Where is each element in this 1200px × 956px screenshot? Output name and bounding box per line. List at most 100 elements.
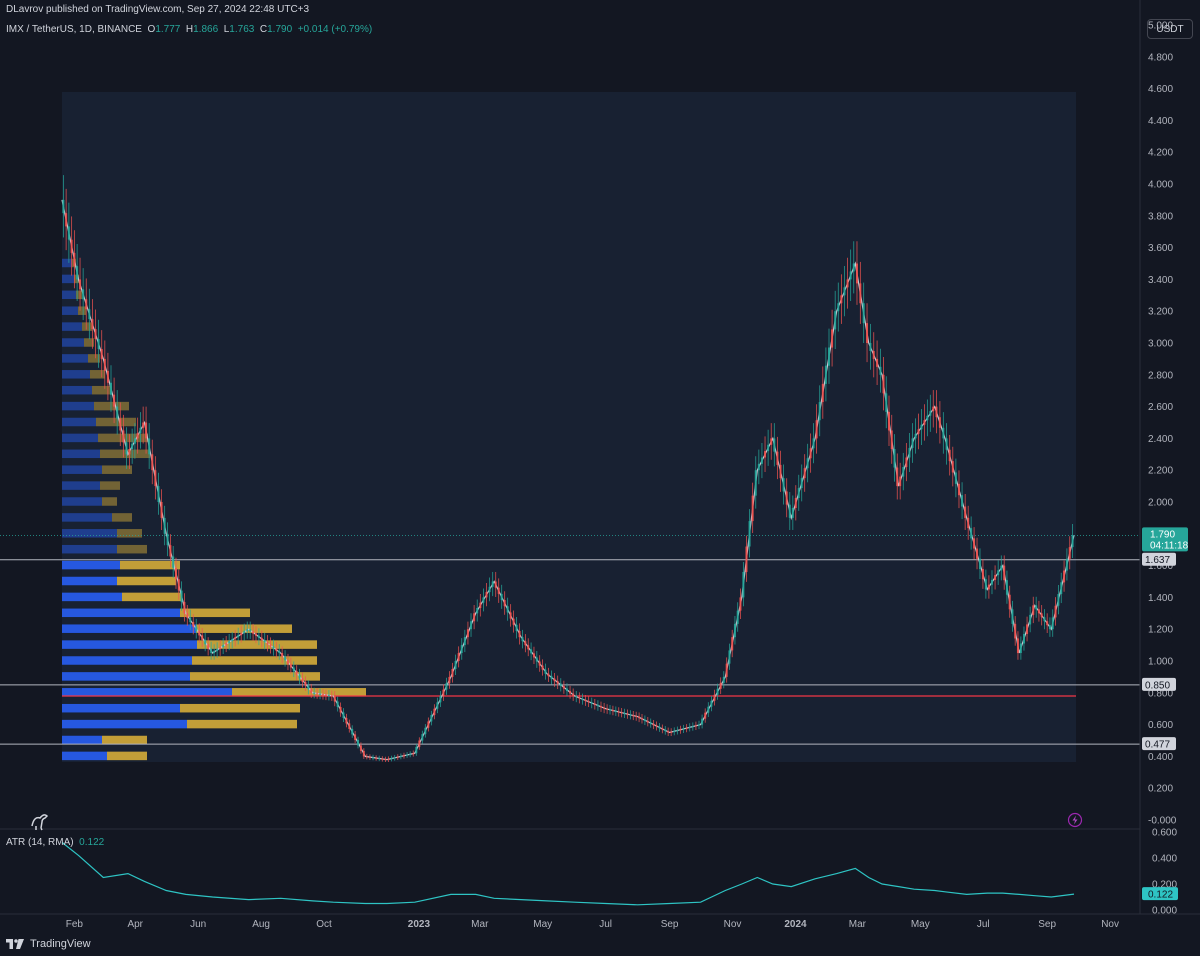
atr-value-tag: 0.122	[1142, 887, 1178, 901]
candle-body	[430, 715, 433, 722]
candle-body	[914, 433, 917, 439]
candle-body	[301, 678, 304, 682]
time-tick-label: Mar	[471, 919, 489, 930]
vp-bar-blue	[62, 449, 100, 459]
candle-body	[770, 438, 773, 445]
candle-body	[948, 449, 951, 462]
currency-selector[interactable]: USDT	[1147, 19, 1193, 39]
price-tick-label: 3.400	[1148, 275, 1173, 286]
candle-body	[189, 617, 192, 623]
candle-body	[942, 427, 945, 439]
candle-body	[620, 712, 623, 714]
candle-body	[581, 698, 584, 700]
price-tick-label: 2.800	[1148, 370, 1173, 381]
candle-body	[890, 430, 893, 449]
candle-body	[776, 451, 779, 465]
candle-body	[809, 448, 812, 459]
candle-body	[640, 718, 643, 720]
countdown-label: 04:11:18	[1150, 540, 1189, 551]
atr-tick-label: 0.600	[1152, 828, 1177, 839]
candle-body	[1040, 613, 1043, 618]
candle-body	[257, 635, 260, 638]
candle-body	[278, 650, 281, 654]
symbol-legend: IMX / TetherUS, 1D, BINANCE O1.777 H1.86…	[6, 24, 372, 35]
candle-body	[368, 756, 371, 758]
candle-body	[351, 728, 354, 735]
candle-body	[406, 754, 409, 756]
candle-body	[509, 612, 512, 619]
candle-body	[757, 463, 760, 471]
low-label: L	[223, 24, 230, 35]
candle-body	[342, 712, 345, 718]
candle-body	[1029, 614, 1032, 625]
vp-bar-blue	[62, 338, 84, 347]
candle-body	[840, 295, 843, 304]
candle-body	[372, 757, 375, 759]
candle-body	[427, 721, 430, 728]
candle-body	[926, 415, 929, 421]
level-tag-bg	[1142, 737, 1176, 751]
vp-bar-blue	[62, 592, 122, 602]
candle-body	[375, 757, 378, 759]
candle-body	[935, 406, 938, 418]
candle-body	[316, 693, 319, 695]
candle-body	[987, 584, 990, 590]
candle-body	[324, 694, 327, 696]
candle-body	[629, 714, 632, 716]
candle-body	[482, 597, 485, 603]
candle-body	[609, 709, 612, 711]
candle-body	[704, 712, 707, 719]
candle-body	[719, 682, 722, 689]
candle-body	[1019, 643, 1022, 654]
candle-body	[964, 506, 967, 518]
price-tick-label: 3.200	[1148, 307, 1173, 318]
level-tag-bg	[1142, 552, 1176, 566]
candle-body	[479, 602, 482, 608]
candle-body	[384, 759, 387, 761]
vp-bar-gold	[112, 513, 132, 522]
price-tick-label: 0.600	[1148, 720, 1173, 731]
vp-bar-blue	[62, 354, 88, 363]
change-value: +0.014 (+0.79%)	[297, 24, 373, 35]
vp-bar-blue	[62, 258, 72, 268]
candle-body	[113, 394, 116, 407]
candle-body	[976, 548, 979, 559]
candle-body	[785, 491, 788, 505]
candle-body	[981, 569, 984, 580]
footer-brand[interactable]: TradingView	[6, 938, 91, 950]
candle-body	[157, 486, 160, 502]
candle-body	[473, 613, 476, 622]
candle-body	[782, 478, 785, 492]
candle-body	[1051, 617, 1054, 630]
candle-body	[319, 693, 322, 695]
candle-body	[1035, 605, 1038, 610]
candle-body	[742, 571, 745, 598]
vp-bar-gold	[190, 672, 320, 681]
candle-body	[213, 651, 216, 654]
candle-body	[448, 676, 451, 684]
atr-tick-label: 0.000	[1152, 906, 1177, 917]
candle-body	[911, 438, 914, 448]
candle-body	[103, 358, 106, 371]
candle-body	[439, 695, 442, 703]
candle-body	[852, 263, 855, 272]
candle-body	[281, 653, 284, 657]
candle-body	[119, 418, 122, 431]
candle-body	[1043, 617, 1046, 622]
symbol-name[interactable]: IMX / TetherUS, 1D, BINANCE	[6, 24, 142, 35]
candle-body	[815, 420, 818, 439]
candle-body	[617, 711, 620, 713]
vp-bar-blue	[62, 385, 92, 395]
high-label: H	[185, 24, 194, 35]
candle-body	[524, 641, 527, 646]
lightning-icon[interactable]	[1067, 812, 1083, 828]
candle-body	[626, 713, 629, 715]
dino-icon[interactable]	[31, 814, 49, 831]
candle-body	[148, 438, 151, 455]
candle-body	[393, 757, 396, 759]
candle-body	[421, 734, 424, 741]
candle-body	[754, 470, 757, 496]
candle-body	[745, 546, 748, 572]
candle-body	[275, 648, 278, 651]
